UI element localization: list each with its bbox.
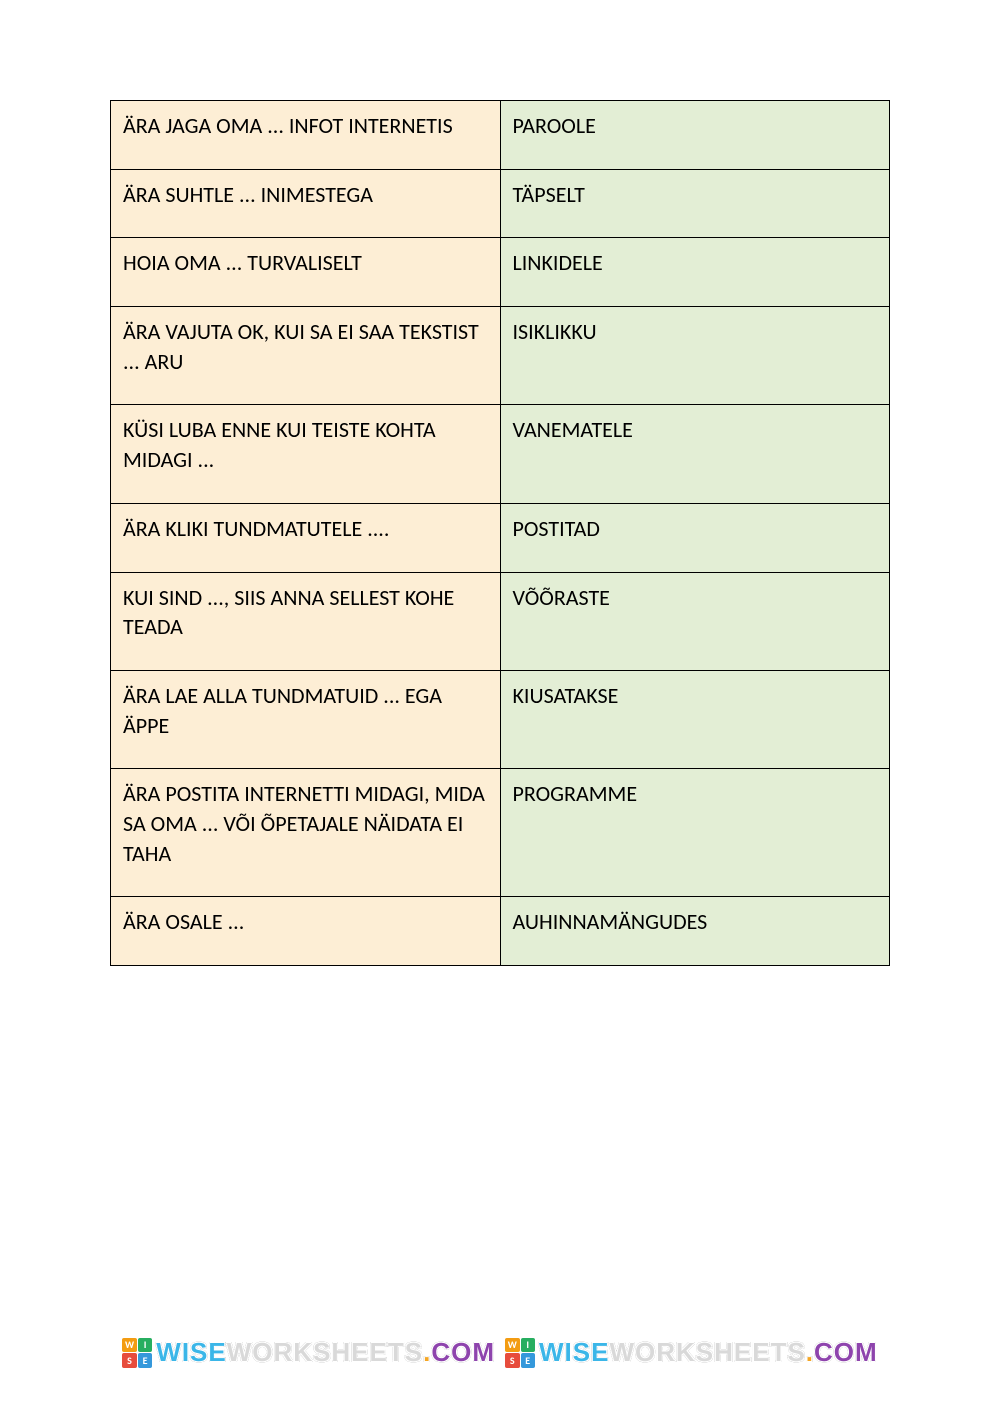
watermark-text: WISEWORKSHEETS.COM xyxy=(539,1337,878,1368)
left-cell: HOIA OMA ... TURVALISELT xyxy=(111,238,501,307)
watermark-worksheets: WORKSHEETS xyxy=(227,1337,423,1367)
right-cell: TÄPSELT xyxy=(500,169,890,238)
left-cell: KÜSI LUBA ENNE KUI TEISTE KOHTA MIDAGI .… xyxy=(111,405,501,503)
logo-letter: I xyxy=(138,1338,153,1353)
right-cell: KIUSATAKSE xyxy=(500,670,890,768)
logo-letter: W xyxy=(505,1338,520,1353)
watermark-wise: WISE xyxy=(156,1337,226,1367)
right-cell: VÕÕRASTE xyxy=(500,572,890,670)
logo-letter: E xyxy=(521,1353,536,1368)
watermark-text: WISEWORKSHEETS.COM xyxy=(156,1337,495,1368)
left-cell: ÄRA POSTITA INTERNETTI MIDAGI, MIDA SA O… xyxy=(111,769,501,897)
table-row: ÄRA OSALE ... AUHINNAMÄNGUDES xyxy=(111,897,890,966)
logo-letter: I xyxy=(521,1338,536,1353)
page-container: ÄRA JAGA OMA ... INFOT INTERNETIS PAROOL… xyxy=(0,0,1000,966)
logo-letter: W xyxy=(122,1338,137,1353)
watermark-unit: W I S E WISEWORKSHEETS.COM xyxy=(505,1337,878,1368)
right-cell: ISIKLIKKU xyxy=(500,307,890,405)
left-cell: KUI SIND ..., SIIS ANNA SELLEST KOHE TEA… xyxy=(111,572,501,670)
watermark-com: COM xyxy=(431,1337,495,1367)
table-row: HOIA OMA ... TURVALISELT LINKIDELE xyxy=(111,238,890,307)
table-row: ÄRA KLIKI TUNDMATUTELE .... POSTITAD xyxy=(111,503,890,572)
left-cell: ÄRA SUHTLE ... INIMESTEGA xyxy=(111,169,501,238)
logo-letter: S xyxy=(505,1353,520,1368)
watermark-dot: . xyxy=(806,1337,814,1367)
right-cell: LINKIDELE xyxy=(500,238,890,307)
right-cell: VANEMATELE xyxy=(500,405,890,503)
table-row: KUI SIND ..., SIIS ANNA SELLEST KOHE TEA… xyxy=(111,572,890,670)
table-row: ÄRA POSTITA INTERNETTI MIDAGI, MIDA SA O… xyxy=(111,769,890,897)
table-row: ÄRA SUHTLE ... INIMESTEGA TÄPSELT xyxy=(111,169,890,238)
right-cell: POSTITAD xyxy=(500,503,890,572)
watermark-unit: W I S E WISEWORKSHEETS.COM xyxy=(122,1337,495,1368)
logo-letter: E xyxy=(138,1353,153,1368)
left-cell: ÄRA VAJUTA OK, KUI SA EI SAA TEKSTIST ..… xyxy=(111,307,501,405)
table-row: ÄRA JAGA OMA ... INFOT INTERNETIS PAROOL… xyxy=(111,101,890,170)
watermark-logo-icon: W I S E xyxy=(122,1338,152,1368)
right-cell: PROGRAMME xyxy=(500,769,890,897)
watermark: W I S E WISEWORKSHEETS.COM W I S E WISEW… xyxy=(0,1337,1000,1368)
left-cell: ÄRA KLIKI TUNDMATUTELE .... xyxy=(111,503,501,572)
right-cell: AUHINNAMÄNGUDES xyxy=(500,897,890,966)
worksheet-table: ÄRA JAGA OMA ... INFOT INTERNETIS PAROOL… xyxy=(110,100,890,966)
logo-letter: S xyxy=(122,1353,137,1368)
watermark-com: COM xyxy=(814,1337,878,1367)
watermark-logo-icon: W I S E xyxy=(505,1338,535,1368)
left-cell: ÄRA LAE ALLA TUNDMATUID ... EGA ÄPPE xyxy=(111,670,501,768)
left-cell: ÄRA OSALE ... xyxy=(111,897,501,966)
left-cell: ÄRA JAGA OMA ... INFOT INTERNETIS xyxy=(111,101,501,170)
table-row: KÜSI LUBA ENNE KUI TEISTE KOHTA MIDAGI .… xyxy=(111,405,890,503)
watermark-worksheets: WORKSHEETS xyxy=(609,1337,805,1367)
table-body: ÄRA JAGA OMA ... INFOT INTERNETIS PAROOL… xyxy=(111,101,890,966)
right-cell: PAROOLE xyxy=(500,101,890,170)
table-row: ÄRA LAE ALLA TUNDMATUID ... EGA ÄPPE KIU… xyxy=(111,670,890,768)
watermark-wise: WISE xyxy=(539,1337,609,1367)
table-row: ÄRA VAJUTA OK, KUI SA EI SAA TEKSTIST ..… xyxy=(111,307,890,405)
